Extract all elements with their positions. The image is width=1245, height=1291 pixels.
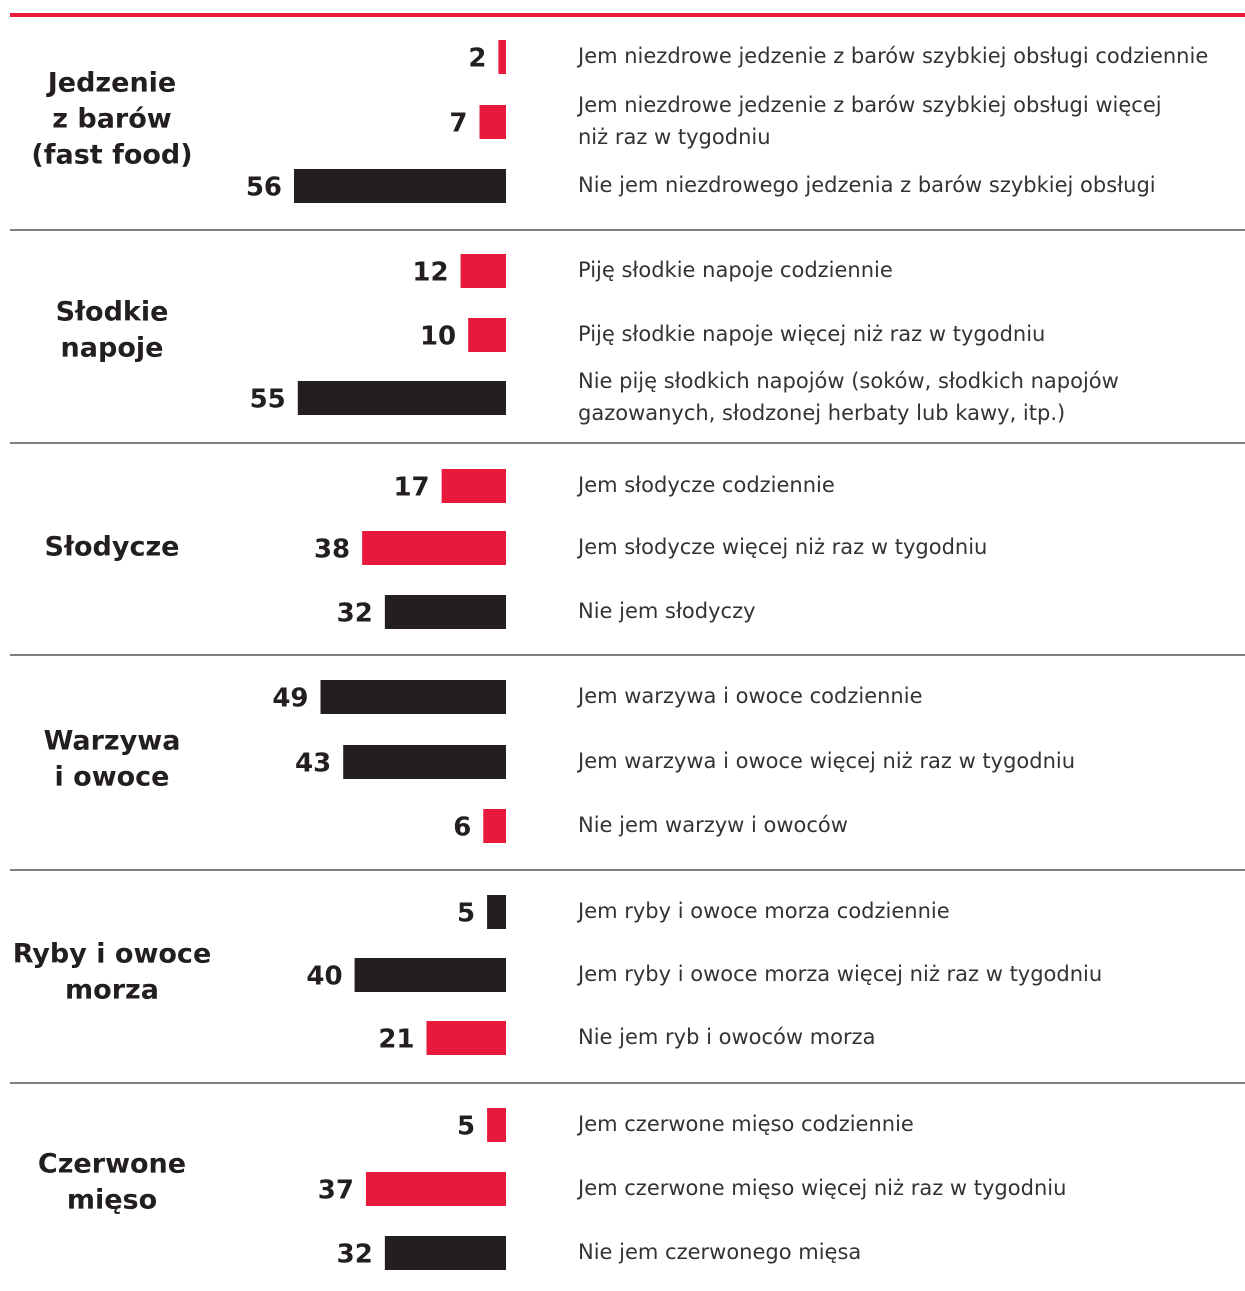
group-label: napoje (61, 333, 164, 364)
bar (460, 254, 506, 288)
bar (468, 318, 506, 352)
item-label: Jem słodycze codziennie (576, 473, 835, 497)
group-label: z barów (52, 104, 171, 135)
item-label: niż raz w tygodniu (578, 125, 771, 149)
value-label: 12 (412, 258, 448, 288)
bar (426, 1021, 506, 1055)
value-label: 6 (453, 813, 471, 843)
item-label: Jem ryby i owoce morza codziennie (576, 899, 950, 923)
bar (297, 381, 506, 415)
value-label: 40 (306, 962, 342, 992)
bar (479, 105, 506, 139)
group-label: Czerwone (38, 1149, 186, 1180)
bar (343, 745, 506, 779)
item-label: Nie jem niezdrowego jedzenia z barów szy… (578, 173, 1156, 197)
value-label: 17 (393, 473, 429, 503)
bar (294, 169, 506, 203)
bar (441, 469, 506, 503)
top-rule (10, 13, 1245, 17)
bar (365, 1172, 506, 1206)
value-label: 49 (272, 684, 308, 714)
item-label: Jem słodycze więcej niż raz w tygodniu (576, 535, 987, 559)
value-label: 2 (468, 44, 486, 74)
item-label: gazowanych, słodzonej herbaty lub kawy, … (578, 401, 1065, 425)
group-label: mięso (67, 1185, 157, 1216)
item-label: Jem niezdrowe jedzenie z barów szybkiej … (576, 93, 1162, 117)
value-label: 5 (457, 1112, 475, 1142)
bar (487, 895, 506, 929)
item-label: Piję słodkie napoje codziennie (578, 258, 893, 282)
bar (483, 809, 506, 843)
item-label: Piję słodkie napoje więcej niż raz w tyg… (578, 322, 1045, 346)
item-label: Jem ryby i owoce morza więcej niż raz w … (576, 962, 1102, 986)
value-label: 21 (378, 1025, 414, 1055)
item-label: Jem warzywa i owoce więcej niż raz w tyg… (576, 749, 1075, 773)
group-label: Ryby i owoce (13, 939, 212, 970)
value-label: 32 (337, 1240, 373, 1270)
bar (384, 1236, 506, 1270)
item-label: Jem czerwone mięso codziennie (576, 1112, 914, 1136)
item-label: Jem warzywa i owoce codziennie (576, 684, 923, 708)
value-label: 32 (337, 599, 373, 629)
bar (384, 595, 506, 629)
value-label: 43 (295, 749, 331, 779)
item-label: Nie jem ryb i owoców morza (578, 1025, 876, 1049)
item-label: Nie jem czerwonego mięsa (578, 1240, 861, 1264)
value-label: 38 (314, 535, 350, 565)
value-label: 10 (420, 322, 456, 352)
value-label: 7 (449, 109, 467, 139)
group-label: Słodycze (45, 532, 180, 563)
bar (354, 958, 506, 992)
bar (487, 1108, 506, 1142)
group-label: Jedzenie (46, 68, 177, 99)
group-label: (fast food) (31, 140, 192, 171)
item-label: Nie jem warzyw i owoców (578, 813, 848, 837)
item-label: Nie piję słodkich napojów (soków, słodki… (578, 369, 1119, 393)
group-label: Słodkie (56, 297, 169, 328)
group-label: Warzywa (44, 726, 181, 757)
item-label: Jem niezdrowe jedzenie z barów szybkiej … (576, 44, 1208, 68)
value-label: 56 (246, 173, 282, 203)
value-label: 55 (250, 385, 286, 415)
value-label: 37 (318, 1176, 354, 1206)
bar (362, 531, 506, 565)
bar (320, 680, 506, 714)
group-label: morza (65, 975, 159, 1006)
item-label: Jem czerwone mięso więcej niż raz w tygo… (576, 1176, 1066, 1200)
item-label: Nie jem słodyczy (578, 599, 756, 623)
value-label: 5 (457, 899, 475, 929)
group-label: i owoce (54, 762, 169, 793)
bar (498, 40, 506, 74)
